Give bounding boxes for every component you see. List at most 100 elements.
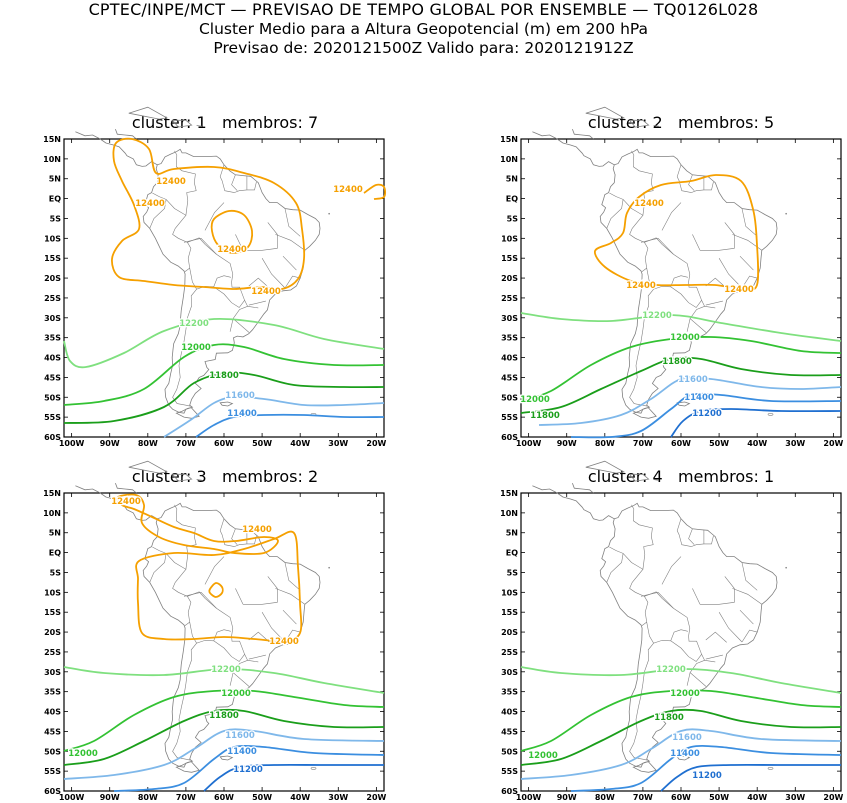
lat-label: 55S (501, 767, 518, 776)
contour-label: 12400 (251, 287, 281, 297)
lon-label: 80W (138, 793, 158, 802)
contour-label: 11400 (227, 409, 257, 419)
contour-12000 (520, 689, 842, 752)
lon-label: 30W (328, 439, 348, 448)
lat-label: 40S (44, 354, 61, 363)
contour-12400 (135, 530, 303, 643)
lat-label: 5N (506, 175, 518, 184)
political-border (705, 631, 727, 643)
political-border (741, 208, 758, 237)
contour-label: 11800 (530, 411, 560, 421)
lon-label: 80W (595, 439, 615, 448)
coastline-caribbean-island (128, 106, 169, 120)
political-border (213, 286, 245, 308)
lat-label: EQ (506, 195, 518, 204)
coastline-caribbean-island (585, 106, 626, 120)
coastline-tierra-del-fuego (175, 761, 200, 773)
political-border (284, 275, 301, 289)
contour-label: 12400 (626, 281, 656, 291)
contour-label: 12000 (528, 751, 558, 761)
contour-label: 11200 (233, 765, 263, 775)
political-border (704, 306, 716, 309)
coastline-caribbean-island (171, 473, 193, 482)
contour-lines (520, 666, 842, 792)
lat-label: 60S (44, 433, 61, 442)
panel-title-3: cluster: 3 membros: 2 (131, 467, 319, 486)
coastline-south-america (142, 148, 321, 414)
lon-label: 60W (214, 793, 234, 802)
political-border (629, 643, 654, 761)
lat-label: 50S (44, 747, 61, 756)
lon-label: 90W (557, 793, 577, 802)
political-border (661, 202, 682, 231)
political-border (229, 672, 234, 686)
lat-label: 15N (43, 489, 61, 498)
political-border (248, 277, 270, 289)
political-border (229, 318, 234, 332)
lat-label: 45S (44, 373, 61, 382)
contour-label: 12400 (217, 245, 247, 255)
lat-label: 5S (50, 568, 62, 577)
political-border (700, 576, 735, 605)
map-panel-2: 15N 10N 5N EQ 5S 10S 15S 20S 25S 30S 35S 40S 45S 50S 5… (500, 106, 844, 448)
political-border (187, 237, 250, 333)
lat-label: 45S (501, 727, 518, 736)
lat-label: 15S (501, 608, 518, 617)
political-border (606, 546, 624, 583)
political-border (213, 640, 245, 662)
contour-label: 11800 (209, 711, 239, 721)
political-border (284, 562, 301, 591)
contour-12200 (520, 666, 842, 694)
political-border (661, 556, 682, 585)
lon-label: 50W (252, 439, 272, 448)
lon-label: 20W (366, 793, 386, 802)
coastline-falklands (676, 401, 691, 407)
lat-label: 10S (44, 234, 61, 243)
contour-11600 (63, 728, 385, 780)
contour-11800 (63, 371, 385, 424)
political-border (718, 612, 743, 643)
lat-label: 60S (44, 787, 61, 796)
political-border (732, 588, 762, 605)
contour-12400 (208, 582, 224, 598)
map-panel-1: 15N 10N 5N EQ 5S 10S 15S 20S 25S 30S 35S 40S 45S 50S 5… (43, 106, 387, 448)
lat-label: 10S (44, 588, 61, 597)
political-border (692, 588, 701, 605)
contour-11800 (63, 708, 385, 766)
political-border (704, 660, 716, 663)
lon-label: 70W (176, 793, 196, 802)
political-border (231, 528, 238, 545)
political-border (183, 237, 217, 255)
political-border (284, 208, 301, 237)
coastline-caribbean-island (628, 119, 650, 128)
lon-label: 40W (290, 793, 310, 802)
political-border (741, 629, 758, 643)
coastline-tierra-del-fuego (175, 407, 200, 419)
political-border (275, 234, 305, 251)
lon-label: 20W (366, 439, 386, 448)
lon-label: 40W (747, 439, 767, 448)
contour-label: 11400 (684, 393, 714, 403)
lat-label: 55S (44, 767, 61, 776)
contour-label: 12400 (242, 525, 272, 535)
coastline-south-georgia (310, 767, 317, 770)
lon-label: 80W (595, 793, 615, 802)
political-border (631, 504, 654, 570)
lon-label: 20W (823, 793, 843, 802)
political-border (174, 150, 197, 216)
contour-lines (63, 137, 387, 438)
political-border (248, 631, 270, 643)
contour-label: 12400 (333, 185, 363, 195)
political-border (219, 518, 257, 547)
lon-label: 50W (709, 793, 729, 802)
political-border (243, 576, 278, 605)
political-border (629, 289, 654, 407)
lon-label: 60W (671, 439, 691, 448)
contour-label: 11600 (672, 733, 702, 743)
lon-label: 60W (214, 439, 234, 448)
contour-label: 12200 (211, 665, 241, 675)
political-border (248, 654, 266, 660)
lat-label: 40S (501, 354, 518, 363)
lat-label: 20S (44, 628, 61, 637)
coastline-central-america (75, 131, 158, 167)
